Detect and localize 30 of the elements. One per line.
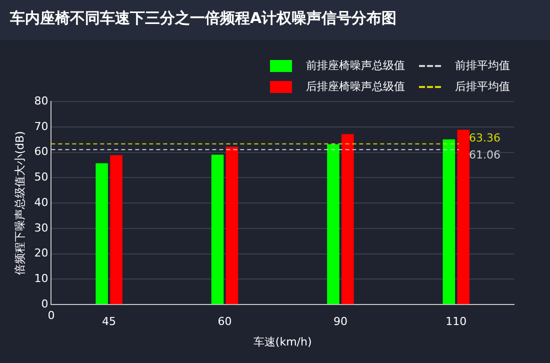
y-tick-label: 80 — [34, 94, 48, 108]
y-tick-label: 30 — [34, 221, 48, 234]
y-tick-label: 10 — [34, 272, 48, 286]
annotation: 63.36 — [469, 132, 500, 145]
y-tick-label: 60 — [34, 145, 48, 158]
y-tick-label: 70 — [34, 120, 48, 133]
bar — [327, 144, 340, 304]
legend-label: 前排平均值 — [455, 58, 510, 73]
legend-label: 前排座椅噪声总级值 — [306, 58, 405, 73]
legend-label: 后排平均值 — [455, 79, 510, 94]
x-tick-label: 60 — [218, 315, 232, 328]
bar — [96, 163, 108, 304]
x-tick-label: 90 — [333, 315, 348, 328]
y-tick-label: 50 — [34, 170, 48, 184]
bar — [442, 139, 456, 304]
x-tick-label: 110 — [446, 315, 467, 328]
x-axis-title: 车速(km/h) — [253, 335, 312, 348]
y-tick-label: 0 — [41, 297, 48, 310]
bar — [226, 146, 238, 304]
bar — [110, 155, 122, 304]
y-axis-title: 倍频程下噪声总级值大小(dB) — [13, 131, 26, 276]
chart-title: 车内座椅不同车速下三分之一倍频程A计权噪声信号分布图 — [10, 9, 397, 28]
y-tick-label: 20 — [34, 246, 48, 260]
bar — [457, 130, 470, 304]
x-tick-label: 45 — [102, 315, 116, 328]
annotation: 61.06 — [469, 148, 500, 162]
bar — [342, 134, 354, 304]
y-tick-label: 40 — [34, 196, 48, 209]
bar — [211, 154, 224, 304]
legend-label: 后排座椅噪声总级值 — [306, 79, 405, 94]
